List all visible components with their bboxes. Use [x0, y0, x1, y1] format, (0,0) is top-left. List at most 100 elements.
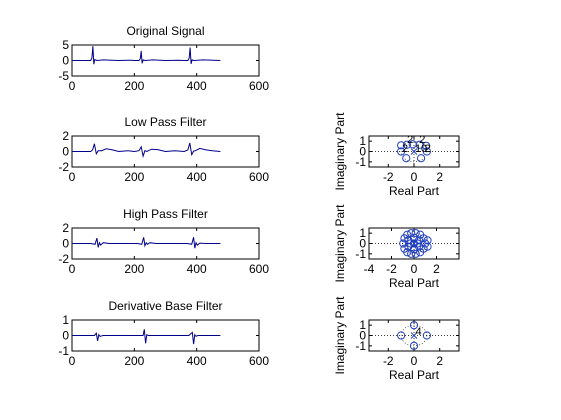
- zero-marker: [423, 236, 432, 245]
- x-tick-label: 400: [187, 170, 207, 184]
- x-tick-label: 0: [69, 354, 76, 368]
- x-tick-label: 2: [436, 170, 443, 184]
- y-tick-label: 0: [62, 329, 69, 343]
- y-tick-label: 1: [359, 226, 366, 240]
- x-tick-label: 200: [124, 170, 144, 184]
- y-tick-label: -1: [355, 155, 366, 169]
- y-tick-label: 5: [62, 38, 69, 52]
- multiplicity-label: 2: [407, 134, 413, 146]
- x-tick-label: 200: [124, 79, 144, 93]
- chart-title: Original Signal: [126, 24, 204, 38]
- chart-title: High Pass Filter: [123, 207, 208, 221]
- signal-line: [72, 142, 221, 159]
- signal-line: [72, 237, 221, 249]
- x-tick-label: 600: [249, 79, 269, 93]
- multiplicity-label: 4: [415, 326, 421, 338]
- x-axis-label: Real Part: [389, 184, 440, 198]
- x-tick-label: 2: [436, 354, 443, 368]
- zero-marker: [415, 140, 424, 149]
- zero-marker: [411, 229, 420, 238]
- zero-marker: [416, 154, 426, 163]
- zero-marker: [402, 140, 412, 149]
- x-tick-label: 0: [411, 354, 418, 368]
- pole-marker: [410, 240, 418, 247]
- x-tick-label: 400: [187, 354, 207, 368]
- y-tick-label: -1: [355, 339, 366, 353]
- y-tick-label: 0: [359, 237, 366, 251]
- pole-marker: [410, 148, 418, 155]
- pole-marker: [410, 332, 418, 339]
- x-tick-label: 200: [124, 354, 144, 368]
- x-tick-label: 0: [69, 79, 76, 93]
- chart-title: Low Pass Filter: [124, 115, 206, 129]
- x-tick-label: 400: [187, 262, 207, 276]
- zero-marker: [419, 244, 428, 253]
- zero-marker: [407, 249, 416, 258]
- multiplicity-label: 2: [402, 143, 408, 155]
- multiplicity-label: 2: [424, 143, 430, 155]
- multiplicity-label: 2: [419, 134, 425, 146]
- x-tick-label: -2: [383, 354, 394, 368]
- y-tick-label: 2: [62, 221, 69, 235]
- y-tick-label: -1: [58, 344, 69, 358]
- y-tick-label: 0: [62, 237, 69, 251]
- chart-panel-2: Low Pass Filter 0 200 400 600 2 0-2: [58, 115, 269, 184]
- x-tick-label: 200: [124, 262, 144, 276]
- x-axis-label: Real Part: [389, 368, 440, 382]
- x-tick-label: -2: [383, 170, 394, 184]
- y-tick-label: 0: [62, 54, 69, 68]
- x-tick-label: 0: [69, 262, 76, 276]
- zero-marker: [422, 331, 431, 340]
- x-tick-label: 600: [249, 354, 269, 368]
- zero-marker: [419, 234, 428, 243]
- zero-marker: [411, 249, 420, 258]
- y-axis-label: Imaginary Part: [333, 112, 347, 191]
- x-tick-label: 0: [411, 170, 418, 184]
- y-tick-label: 0: [62, 145, 69, 159]
- chart-title: Derivative Base Filter: [108, 299, 222, 313]
- x-tick-label: 0: [411, 262, 418, 276]
- zero-marker: [403, 248, 412, 257]
- zero-marker: [403, 230, 412, 239]
- zero-marker: [409, 341, 419, 350]
- x-tick-label: 2: [433, 262, 440, 276]
- y-tick-label: 2: [62, 129, 69, 143]
- x-tick-label: 600: [249, 170, 269, 184]
- zero-marker: [397, 331, 406, 340]
- x-tick-label: -2: [386, 262, 397, 276]
- x-tick-label: -4: [364, 262, 375, 276]
- zero-marker: [397, 141, 406, 150]
- y-tick-label: 0: [359, 145, 366, 159]
- zero-marker: [397, 147, 406, 156]
- y-axis-label: Imaginary Part: [333, 296, 347, 375]
- multiplicity-label: 10: [415, 143, 427, 155]
- x-tick-label: 600: [249, 262, 269, 276]
- zero-marker: [407, 229, 416, 238]
- y-tick-label: 1: [359, 318, 366, 332]
- zero-marker: [402, 154, 411, 163]
- zero-marker: [409, 321, 419, 330]
- y-tick-label: -5: [58, 69, 69, 83]
- unit-circle: [400, 324, 428, 347]
- y-tick-label: 1: [359, 134, 366, 148]
- x-axis-label: Real Part: [389, 276, 440, 290]
- y-axis-label: Imaginary Part: [333, 204, 347, 283]
- chart-panel-4: Derivative Base Filter 0 200 400 600 1 0-1: [58, 299, 269, 368]
- y-tick-label: 0: [359, 329, 366, 343]
- chart-panel-1: Original Signal 0 200 400 600 5 0-5: [58, 24, 269, 93]
- zero-marker: [422, 147, 431, 156]
- zero-marker: [409, 239, 419, 248]
- y-tick-label: 1: [62, 313, 69, 327]
- signal-line: [72, 329, 221, 345]
- zero-marker: [423, 242, 432, 251]
- y-tick-label: -1: [355, 247, 366, 261]
- zero-marker: [422, 141, 431, 150]
- chart-panel-3: High Pass Filter 0 200 400 600 2 0-2: [58, 207, 269, 276]
- y-tick-label: -2: [58, 160, 69, 174]
- x-tick-label: 0: [69, 170, 76, 184]
